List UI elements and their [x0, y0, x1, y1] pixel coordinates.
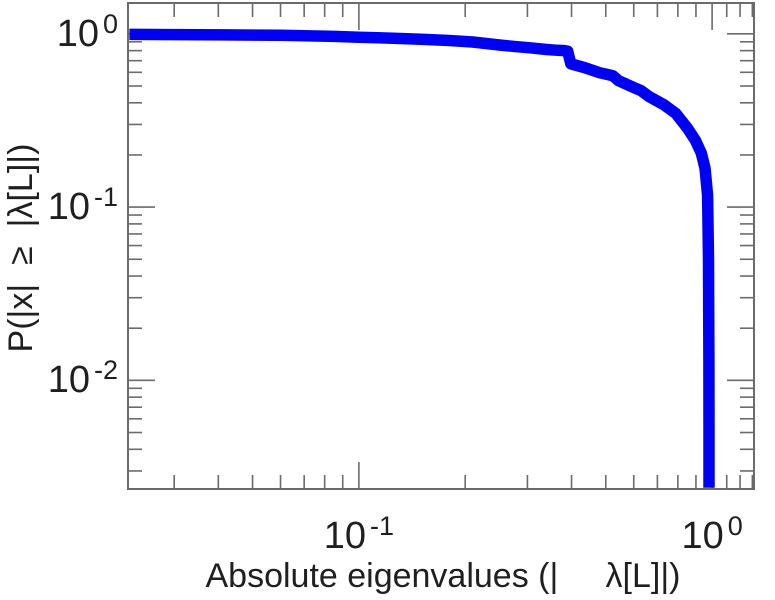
x-tick-1e0-exponent: 0 — [727, 511, 743, 541]
y-tick-1e-1-base: 10 — [47, 186, 90, 229]
y-tick-label-1e-2: 10 -2 — [47, 357, 118, 402]
y-axis-title: P(|x| ≥ |λ[L]|) — [2, 143, 40, 353]
ccdf-curve-path — [129, 28, 715, 488]
y-tick-label-1e0: 10 0 — [56, 10, 118, 55]
ccdf-curve — [129, 28, 715, 488]
axis-ticks — [128, 3, 754, 489]
y-tick-1e-1-exponent: -1 — [93, 182, 118, 213]
x-tick-label-1e0: 10 0 — [681, 513, 742, 557]
y-tick-label-1e-1: 10 -1 — [47, 184, 118, 229]
plot-frame — [127, 2, 755, 490]
x-tick-label-1e-1: 10 -1 — [323, 513, 394, 557]
x-tick-1e-1-base: 10 — [323, 515, 367, 557]
x-axis-title: Absolute eigenvalues (| λ[L]|) — [205, 557, 681, 595]
y-tick-1e0-base: 10 — [56, 12, 99, 55]
x-tick-1e0-base: 10 — [681, 515, 724, 557]
plot-border — [127, 2, 755, 490]
y-tick-1e-2-exponent: -2 — [93, 355, 118, 386]
y-tick-1e0-exponent: 0 — [102, 8, 118, 39]
x-tick-1e-1-exponent: -1 — [370, 511, 395, 541]
y-tick-1e-2-base: 10 — [47, 359, 90, 402]
